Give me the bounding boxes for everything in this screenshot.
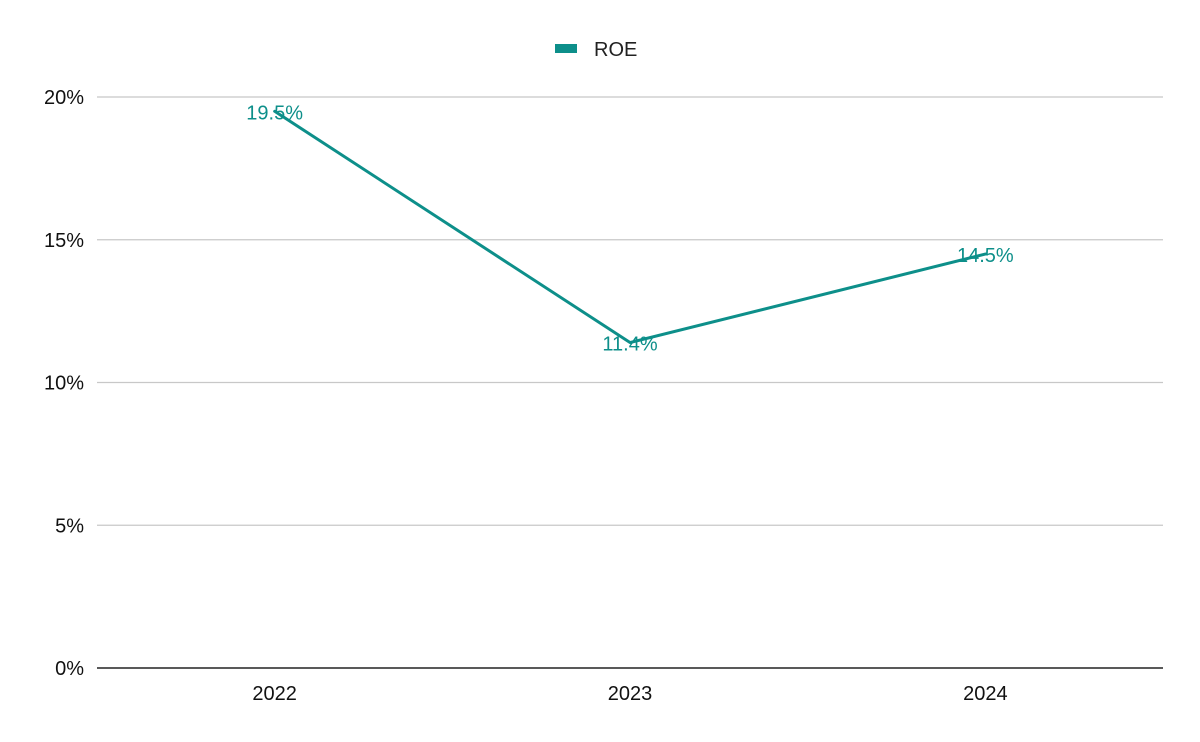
y-tick-label: 5% <box>55 515 84 537</box>
x-tick-label: 2024 <box>963 683 1008 705</box>
y-axis-ticks: 0% 5% 10% 15% 20% <box>44 87 84 680</box>
data-labels: 19.5% 11.4% 14.5% <box>246 102 1014 355</box>
legend-swatch-roe <box>555 44 577 53</box>
y-tick-label: 20% <box>44 87 84 109</box>
series-roe <box>273 109 987 345</box>
y-tick-label: 0% <box>55 658 84 680</box>
x-axis-ticks: 2022 2023 2024 <box>252 683 1007 705</box>
x-tick-label: 2023 <box>608 683 653 705</box>
data-label: 11.4% <box>602 334 657 356</box>
data-label: 14.5% <box>957 245 1014 267</box>
data-label: 19.5% <box>246 102 303 124</box>
legend: ROE <box>555 39 637 61</box>
grid-lines <box>97 96 1163 669</box>
x-tick-label: 2022 <box>252 683 297 705</box>
legend-label-roe: ROE <box>594 39 637 61</box>
y-tick-label: 15% <box>44 230 84 252</box>
series-line-roe <box>273 109 987 345</box>
y-tick-label: 10% <box>44 373 84 395</box>
